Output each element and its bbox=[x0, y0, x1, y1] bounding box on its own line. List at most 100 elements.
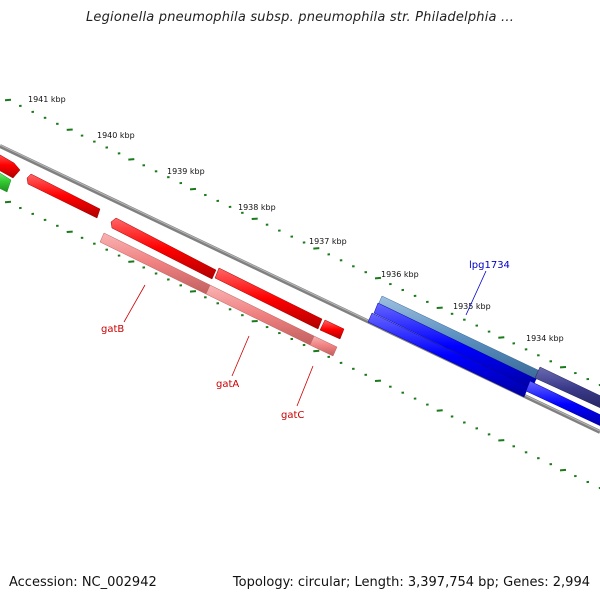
minor-tick bbox=[93, 140, 96, 143]
minor-tick bbox=[426, 300, 429, 303]
minor-tick bbox=[105, 248, 109, 251]
gene-gatC[interactable] bbox=[309, 335, 338, 357]
major-tick bbox=[436, 409, 443, 412]
gene-label-lpg1734[interactable]: lpg1734 bbox=[469, 260, 510, 271]
minor-tick bbox=[426, 403, 429, 406]
minor-tick bbox=[549, 360, 553, 363]
gene-label-gatA[interactable]: gatA bbox=[216, 379, 239, 390]
gatC-leader bbox=[296, 365, 314, 407]
upper-tick-ring bbox=[4, 98, 600, 387]
minor-tick bbox=[339, 259, 343, 262]
minor-tick bbox=[142, 164, 146, 167]
minor-tick bbox=[327, 253, 331, 256]
minor-tick bbox=[179, 284, 183, 287]
gene-forward-2[interactable] bbox=[110, 217, 217, 280]
minor-tick bbox=[216, 199, 220, 202]
minor-tick bbox=[80, 134, 84, 137]
minor-tick bbox=[56, 122, 59, 125]
minor-tick bbox=[352, 367, 355, 370]
gatB-leader bbox=[123, 284, 146, 323]
minor-tick bbox=[154, 272, 158, 275]
minor-tick bbox=[586, 480, 590, 484]
gene-green-partial[interactable] bbox=[0, 170, 12, 193]
minor-tick bbox=[179, 182, 183, 185]
minor-tick bbox=[537, 457, 540, 460]
minor-tick bbox=[19, 104, 22, 107]
gene-forward-1[interactable] bbox=[26, 173, 101, 219]
minor-tick bbox=[278, 229, 281, 232]
topology-summary: Topology: circular; Length: 3,397,754 bp… bbox=[232, 575, 590, 590]
gene-blue-3[interactable] bbox=[525, 380, 600, 428]
gene-forward-4[interactable] bbox=[319, 319, 345, 340]
tick-label-1939: 1939 kbp bbox=[167, 167, 205, 176]
gene-blue-1[interactable] bbox=[373, 302, 537, 390]
tick-label-1936: 1936 kbp bbox=[381, 270, 419, 279]
major-tick bbox=[4, 200, 12, 204]
major-tick bbox=[66, 230, 73, 234]
minor-tick bbox=[56, 224, 59, 227]
gene-blue-2[interactable] bbox=[367, 312, 529, 398]
tick-label-1937: 1937 kbp bbox=[309, 237, 347, 246]
gene-label-gatB[interactable]: gatB bbox=[101, 324, 124, 335]
minor-tick bbox=[413, 294, 417, 297]
gene-forward-3[interactable] bbox=[214, 267, 323, 330]
tick-label-1938: 1938 kbp bbox=[238, 203, 276, 212]
minor-tick bbox=[463, 421, 466, 424]
minor-tick bbox=[463, 318, 466, 321]
minor-tick bbox=[105, 146, 109, 149]
tick-label-1941: 1941 kbp bbox=[28, 95, 66, 104]
minor-tick bbox=[389, 283, 392, 286]
major-tick bbox=[128, 158, 135, 161]
major-tick bbox=[251, 217, 258, 221]
map-title: Legionella pneumophila subsp. pneumophil… bbox=[85, 10, 515, 25]
major-tick bbox=[559, 468, 567, 472]
minor-tick bbox=[228, 205, 232, 208]
minor-tick bbox=[204, 193, 207, 197]
minor-tick bbox=[512, 445, 516, 448]
lower-tick-ring bbox=[4, 200, 600, 490]
minor-tick bbox=[142, 266, 146, 269]
minor-tick bbox=[43, 218, 47, 221]
minor-tick bbox=[167, 176, 170, 179]
minor-tick bbox=[216, 302, 220, 305]
minor-tick bbox=[389, 385, 392, 388]
lpg1734-leader bbox=[465, 270, 487, 316]
minor-tick bbox=[327, 355, 331, 358]
minor-tick bbox=[574, 372, 577, 375]
minor-tick bbox=[537, 354, 540, 357]
gene-navy[interactable] bbox=[534, 366, 600, 410]
major-tick bbox=[4, 98, 12, 102]
minor-tick bbox=[167, 278, 170, 281]
accession-text: Accession: NC_002942 bbox=[9, 575, 157, 590]
minor-tick bbox=[475, 324, 479, 327]
minor-tick bbox=[278, 332, 281, 335]
minor-tick bbox=[401, 288, 405, 292]
gatA-leader bbox=[231, 335, 250, 377]
gene-lpg1734[interactable] bbox=[377, 295, 541, 381]
minor-tick bbox=[80, 236, 84, 239]
major-tick bbox=[66, 128, 73, 131]
minor-tick bbox=[241, 314, 244, 317]
minor-tick bbox=[339, 361, 343, 364]
minor-tick bbox=[154, 170, 158, 173]
minor-tick bbox=[487, 433, 491, 436]
major-tick bbox=[374, 379, 382, 383]
major-tick bbox=[559, 365, 567, 369]
minor-tick bbox=[265, 223, 269, 226]
minor-tick bbox=[117, 152, 121, 155]
gene-partial-left[interactable] bbox=[0, 152, 21, 179]
minor-tick bbox=[265, 326, 269, 329]
major-tick bbox=[313, 349, 320, 353]
minor-tick bbox=[512, 342, 516, 345]
tick-label-1934: 1934 kbp bbox=[526, 334, 564, 343]
minor-tick bbox=[93, 242, 96, 245]
major-tick bbox=[374, 276, 382, 280]
tick-label-1935: 1935 kbp bbox=[453, 302, 491, 311]
gene-label-gatC[interactable]: gatC bbox=[281, 410, 304, 421]
minor-tick bbox=[487, 330, 491, 333]
major-tick bbox=[128, 260, 135, 263]
major-tick bbox=[436, 306, 443, 310]
minor-tick bbox=[204, 296, 207, 299]
minor-tick bbox=[586, 378, 590, 381]
